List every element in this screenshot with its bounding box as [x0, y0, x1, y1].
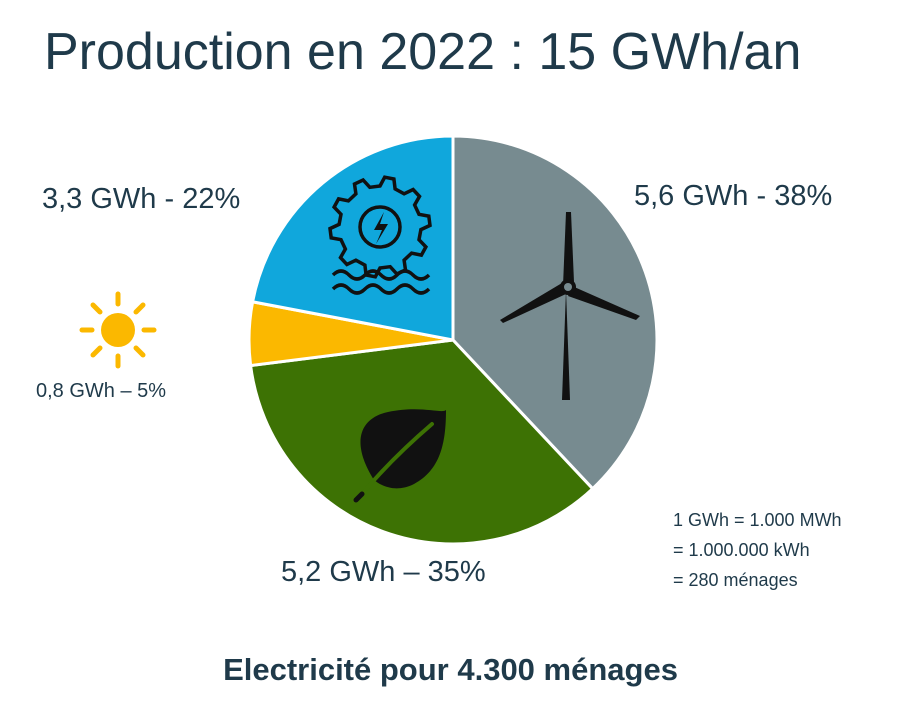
pie-slice-hydro — [250, 134, 455, 342]
unit-note-line: = 1.000.000 kWh — [673, 540, 810, 560]
slice-label-wind: 5,6 GWh - 38% — [634, 180, 833, 212]
unit-note-line: 1 GWh = 1.000 MWh — [673, 510, 842, 530]
unit-note-line: = 280 ménages — [673, 570, 798, 590]
wind-turbine-icon — [500, 212, 640, 400]
slice-label-biomass: 5,2 GWh – 35% — [281, 556, 486, 588]
pie-slices — [247, 134, 659, 546]
unit-note: 1 GWh = 1.000 MWh = 1.000.000 kWh = 280 … — [673, 505, 842, 595]
footer-caption: Electricité pour 4.300 ménages — [223, 652, 678, 687]
sun-icon — [79, 291, 157, 369]
leaf-icon — [353, 409, 446, 503]
pie-slice-wind — [451, 134, 659, 491]
slice-label-solar: 0,8 GWh – 5% — [36, 380, 167, 402]
chart-title: Production en 2022 : 15 GWh/an — [44, 23, 802, 81]
slice-label-hydro: 3,3 GWh - 22% — [42, 183, 241, 215]
water-turbine-icon — [328, 175, 432, 295]
